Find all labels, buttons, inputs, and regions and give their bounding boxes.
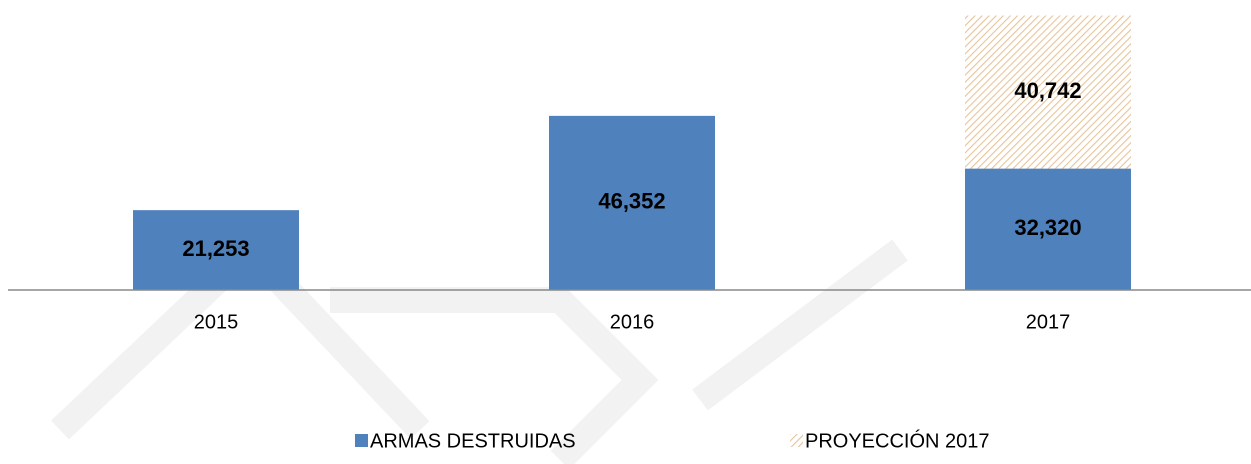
bar-segment xyxy=(549,115,715,290)
bar-segment xyxy=(133,210,299,290)
x-tick-label: 2017 xyxy=(1026,311,1071,333)
x-tick-label: 2015 xyxy=(194,311,239,333)
bar-segment xyxy=(965,15,1131,169)
data-label: 46,352 xyxy=(598,189,665,214)
legend-label: ARMAS DESTRUIDAS xyxy=(370,430,576,452)
legend-swatch xyxy=(790,434,803,447)
x-tick-label: 2016 xyxy=(610,311,655,333)
data-label: 32,320 xyxy=(1014,215,1081,240)
data-label: 21,253 xyxy=(182,236,249,261)
legend-swatch xyxy=(355,434,368,447)
data-label: 40,742 xyxy=(1014,78,1081,103)
legend-label: PROYECCIÓN 2017 xyxy=(805,429,990,452)
bar-segment xyxy=(965,168,1131,290)
